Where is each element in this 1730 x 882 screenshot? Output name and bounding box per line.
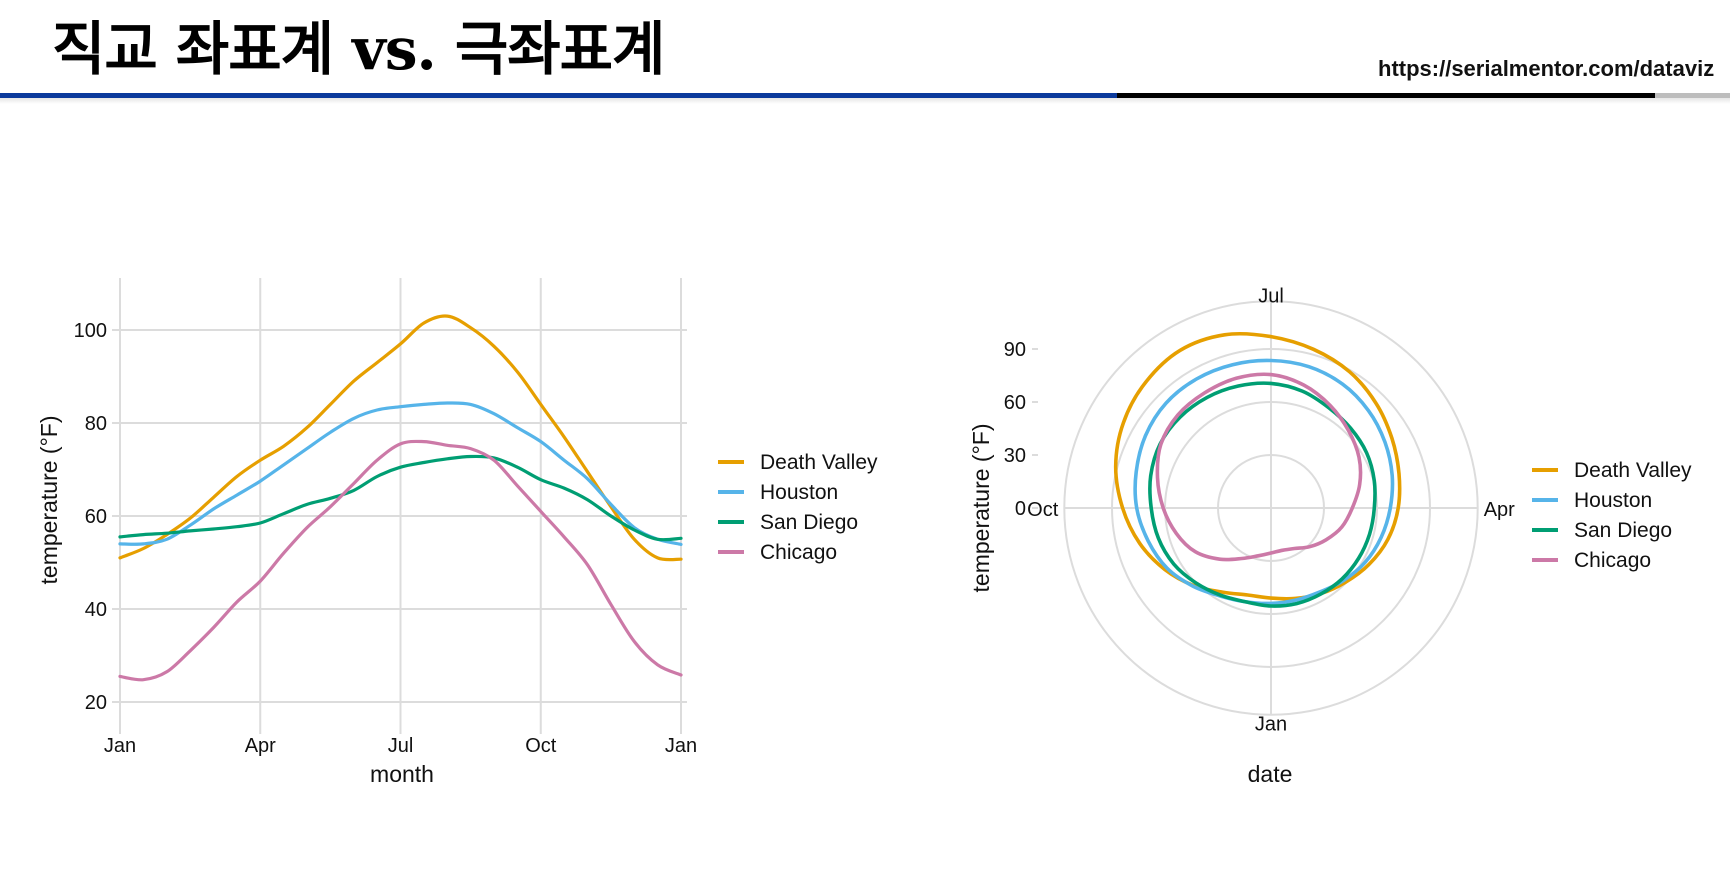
- cartesian-x-tick-label: Apr: [245, 735, 276, 757]
- polar-angle-tick-label: Jan: [1255, 714, 1287, 736]
- cartesian-x-tick-label: Jul: [388, 735, 414, 757]
- polar-series-line-death-valley: [1113, 331, 1402, 601]
- cartesian-y-tick-label: 80: [85, 413, 107, 435]
- polar-r-tick-label: 60: [1004, 392, 1026, 414]
- cartesian-y-ticks: 20 40 60 80 100: [74, 320, 120, 714]
- polar-angle-tick-label: Oct: [1027, 499, 1059, 521]
- header-rule-black: [1117, 93, 1655, 98]
- cartesian-chart: Jan Apr Jul Oct Jan 20 40 60 80 100 month temper…: [36, 278, 878, 787]
- polar-chart: 0 30 60 90 Jan Apr Jul Oct date temperature (°…: [968, 285, 1692, 787]
- cartesian-series-line-death-valley: [118, 314, 683, 562]
- cartesian-x-tick-label: Jan: [104, 735, 136, 757]
- legend-label: San Diego: [1574, 519, 1672, 542]
- cartesian-series-line-chicago: [118, 439, 683, 682]
- cartesian-x-ticks: Jan Apr Jul Oct Jan: [104, 735, 697, 757]
- header-rule-shadow: [0, 98, 1730, 104]
- polar-lines: [1113, 331, 1402, 608]
- polar-x-axis-label: date: [1248, 761, 1293, 787]
- cartesian-y-tick-label: 100: [74, 320, 107, 342]
- polar-radial-ticks: 0 30 60 90: [1004, 339, 1038, 520]
- polar-r-tick-label: 90: [1004, 339, 1026, 361]
- header-rule-blue: [0, 93, 1117, 98]
- legend-label: Houston: [760, 481, 838, 504]
- polar-angle-tick-label: Apr: [1484, 499, 1515, 521]
- cartesian-x-tick-label: Oct: [525, 735, 557, 757]
- header-rule-grey: [1655, 93, 1730, 98]
- polar-r-tick-label: 0: [1015, 498, 1026, 520]
- source-url: https://serialmentor.com/dataviz: [1378, 56, 1715, 81]
- polar-series-line-chicago: [1155, 372, 1363, 562]
- legend-label: Chicago: [760, 541, 837, 564]
- cartesian-series-line-houston: [118, 401, 683, 546]
- cartesian-x-axis-label: month: [370, 761, 434, 787]
- slide-title: 직교 좌표계 vs. 극좌표계: [52, 15, 665, 83]
- legend-label: Houston: [1574, 489, 1652, 512]
- legend-label: Death Valley: [1574, 459, 1692, 482]
- cartesian-series-line-san-diego: [118, 454, 683, 542]
- cartesian-y-axis-label: temperature (°F): [36, 416, 62, 585]
- polar-angle-ticks: Jan Apr Jul Oct: [1027, 285, 1515, 735]
- cartesian-legend: Death Valley Houston San Diego Chicago: [718, 451, 878, 564]
- polar-r-tick-label: 30: [1004, 445, 1026, 467]
- polar-grid: [1063, 300, 1479, 716]
- polar-angle-tick-label: Jul: [1258, 285, 1284, 307]
- cartesian-y-tick-label: 20: [85, 692, 107, 714]
- legend-label: San Diego: [760, 511, 858, 534]
- polar-series-line-san-diego: [1148, 381, 1377, 608]
- legend-label: Death Valley: [760, 451, 878, 474]
- polar-legend: Death Valley Houston San Diego Chicago: [1532, 459, 1692, 572]
- cartesian-grid: [119, 278, 687, 734]
- cartesian-y-tick-label: 60: [85, 506, 107, 528]
- polar-y-axis-label: temperature (°F): [968, 424, 994, 593]
- cartesian-lines: [118, 314, 683, 682]
- polar-series-line-houston: [1133, 358, 1395, 606]
- legend-label: Chicago: [1574, 549, 1651, 572]
- cartesian-y-tick-label: 40: [85, 599, 107, 621]
- cartesian-x-tick-label: Jan: [665, 735, 697, 757]
